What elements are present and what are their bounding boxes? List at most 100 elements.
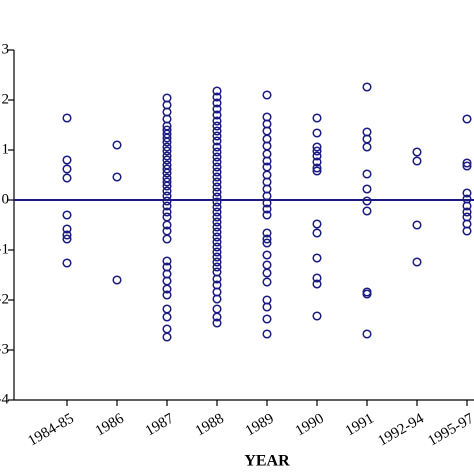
point bbox=[62, 258, 72, 268]
point bbox=[162, 146, 172, 156]
point bbox=[262, 228, 272, 238]
point bbox=[312, 228, 322, 238]
point bbox=[212, 116, 222, 126]
point bbox=[162, 186, 172, 196]
point bbox=[312, 157, 322, 167]
point bbox=[412, 257, 422, 267]
point bbox=[262, 302, 272, 312]
point bbox=[462, 114, 472, 124]
point bbox=[312, 128, 322, 138]
point bbox=[362, 169, 372, 179]
point bbox=[212, 217, 222, 227]
point bbox=[212, 98, 222, 108]
point bbox=[462, 207, 472, 217]
point bbox=[212, 304, 222, 314]
point bbox=[212, 157, 222, 167]
point bbox=[362, 184, 372, 194]
point bbox=[112, 275, 122, 285]
point bbox=[262, 234, 272, 244]
point bbox=[262, 204, 272, 214]
point bbox=[212, 207, 222, 217]
y-tick-label: -2 bbox=[0, 291, 9, 307]
point bbox=[462, 158, 472, 168]
x-tick-label: 1991 bbox=[343, 411, 377, 440]
point bbox=[312, 163, 322, 173]
point bbox=[162, 312, 172, 322]
point bbox=[262, 90, 272, 100]
point bbox=[112, 140, 122, 150]
point bbox=[462, 201, 472, 211]
point bbox=[312, 279, 322, 289]
point bbox=[362, 196, 372, 206]
point bbox=[212, 167, 222, 177]
point bbox=[162, 191, 172, 201]
point bbox=[312, 113, 322, 123]
point bbox=[262, 277, 272, 287]
point bbox=[212, 142, 222, 152]
point bbox=[262, 156, 272, 166]
point bbox=[162, 234, 172, 244]
point bbox=[212, 274, 222, 284]
point bbox=[312, 142, 322, 152]
point bbox=[212, 318, 222, 328]
point bbox=[362, 82, 372, 92]
point bbox=[312, 146, 322, 156]
point bbox=[212, 252, 222, 262]
point bbox=[162, 177, 172, 187]
x-axis-label: YEAR bbox=[244, 453, 290, 470]
point bbox=[162, 142, 172, 152]
point bbox=[162, 207, 172, 217]
point bbox=[312, 273, 322, 283]
point bbox=[462, 161, 472, 171]
point bbox=[362, 329, 372, 339]
point bbox=[212, 110, 222, 120]
point bbox=[412, 156, 422, 166]
point bbox=[362, 289, 372, 299]
point bbox=[62, 164, 72, 174]
point bbox=[162, 304, 172, 314]
point bbox=[162, 220, 172, 230]
y-tick-label: 3 bbox=[2, 41, 10, 57]
x-tick-label: 1988 bbox=[193, 411, 227, 440]
point bbox=[62, 224, 72, 234]
x-tick-label: 1984-85 bbox=[25, 411, 76, 450]
point bbox=[362, 142, 372, 152]
point bbox=[212, 192, 222, 202]
point bbox=[162, 196, 172, 206]
point bbox=[112, 172, 122, 182]
point bbox=[212, 92, 222, 102]
point bbox=[412, 147, 422, 157]
point bbox=[262, 314, 272, 324]
point bbox=[312, 219, 322, 229]
point bbox=[162, 181, 172, 191]
point bbox=[62, 210, 72, 220]
point bbox=[212, 172, 222, 182]
point bbox=[162, 168, 172, 178]
y-tick-label: -4 bbox=[0, 391, 9, 407]
point bbox=[212, 131, 222, 141]
point bbox=[262, 260, 272, 270]
point bbox=[262, 238, 272, 248]
point bbox=[212, 126, 222, 136]
y-tick-label: 0 bbox=[2, 191, 10, 207]
point bbox=[212, 262, 222, 272]
point bbox=[212, 177, 222, 187]
point bbox=[212, 136, 222, 146]
point bbox=[162, 212, 172, 222]
x-tick-label: 1990 bbox=[293, 411, 327, 440]
point bbox=[212, 152, 222, 162]
x-tick-label: 1989 bbox=[243, 411, 277, 440]
point bbox=[212, 247, 222, 257]
point bbox=[162, 324, 172, 334]
point bbox=[312, 253, 322, 263]
point bbox=[262, 250, 272, 260]
point bbox=[462, 226, 472, 236]
point bbox=[362, 206, 372, 216]
point bbox=[212, 312, 222, 322]
point bbox=[162, 256, 172, 266]
point bbox=[212, 104, 222, 114]
point bbox=[162, 284, 172, 294]
point bbox=[212, 202, 222, 212]
point bbox=[212, 242, 222, 252]
